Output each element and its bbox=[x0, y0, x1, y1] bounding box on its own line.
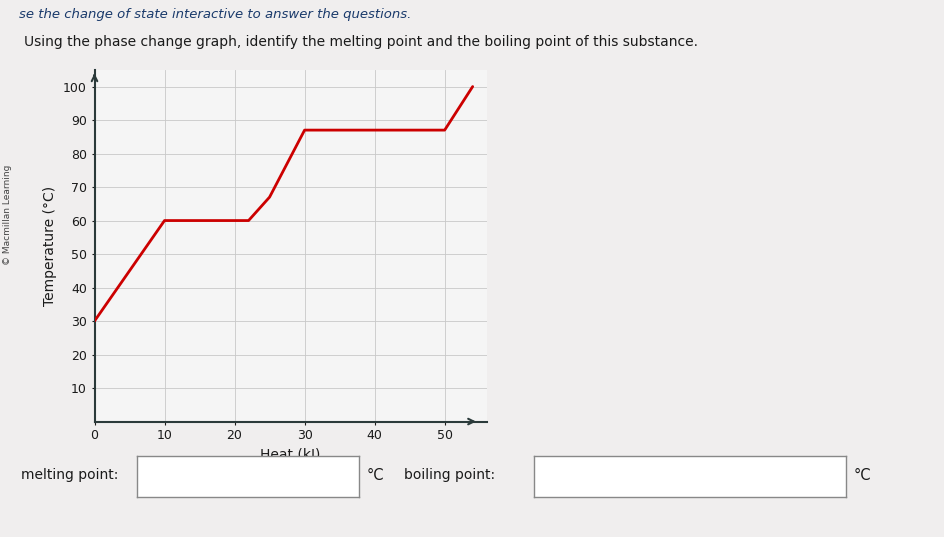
Text: © Macmillan Learning: © Macmillan Learning bbox=[3, 165, 12, 265]
Text: °C: °C bbox=[366, 468, 384, 483]
Text: melting point:: melting point: bbox=[21, 468, 118, 482]
X-axis label: Heat (kJ): Heat (kJ) bbox=[261, 448, 320, 462]
Text: boiling point:: boiling point: bbox=[404, 468, 495, 482]
Text: se the change of state interactive to answer the questions.: se the change of state interactive to an… bbox=[19, 8, 411, 21]
Text: °C: °C bbox=[852, 468, 870, 483]
Y-axis label: Temperature (°C): Temperature (°C) bbox=[43, 186, 58, 306]
Text: Using the phase change graph, identify the melting point and the boiling point o: Using the phase change graph, identify t… bbox=[24, 35, 697, 49]
